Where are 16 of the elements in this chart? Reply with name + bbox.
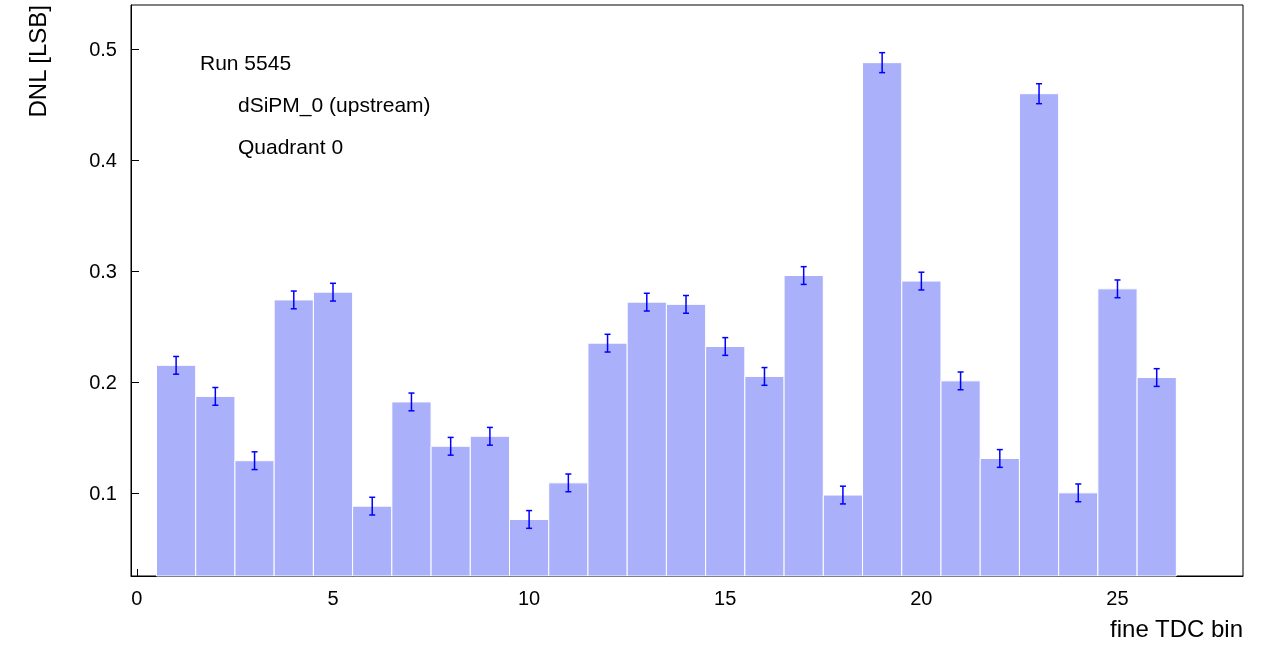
x-tick-label: 25 xyxy=(1106,587,1129,609)
annotation: Run 5545 xyxy=(200,51,292,74)
y-tick-label: 0.2 xyxy=(89,370,117,393)
annotation: Quadrant 0 xyxy=(238,135,344,158)
x-tick-label: 10 xyxy=(518,587,541,609)
y-tick-label: 0.4 xyxy=(89,149,117,172)
annotation: dSiPM_0 (upstream) xyxy=(238,93,431,117)
y-tick-label: 0.1 xyxy=(89,481,117,504)
y-tick-label: 0.5 xyxy=(89,38,117,61)
x-tick-label: 15 xyxy=(714,587,737,609)
x-axis-title: fine TDC bin xyxy=(1110,614,1243,642)
y-tick-label: 0.3 xyxy=(89,260,117,283)
x-tick-label: 20 xyxy=(910,587,933,609)
x-tick-label: 0 xyxy=(131,587,143,609)
x-tick-label: 5 xyxy=(327,587,339,609)
y-axis-title: DNL [LSB] xyxy=(23,5,51,118)
